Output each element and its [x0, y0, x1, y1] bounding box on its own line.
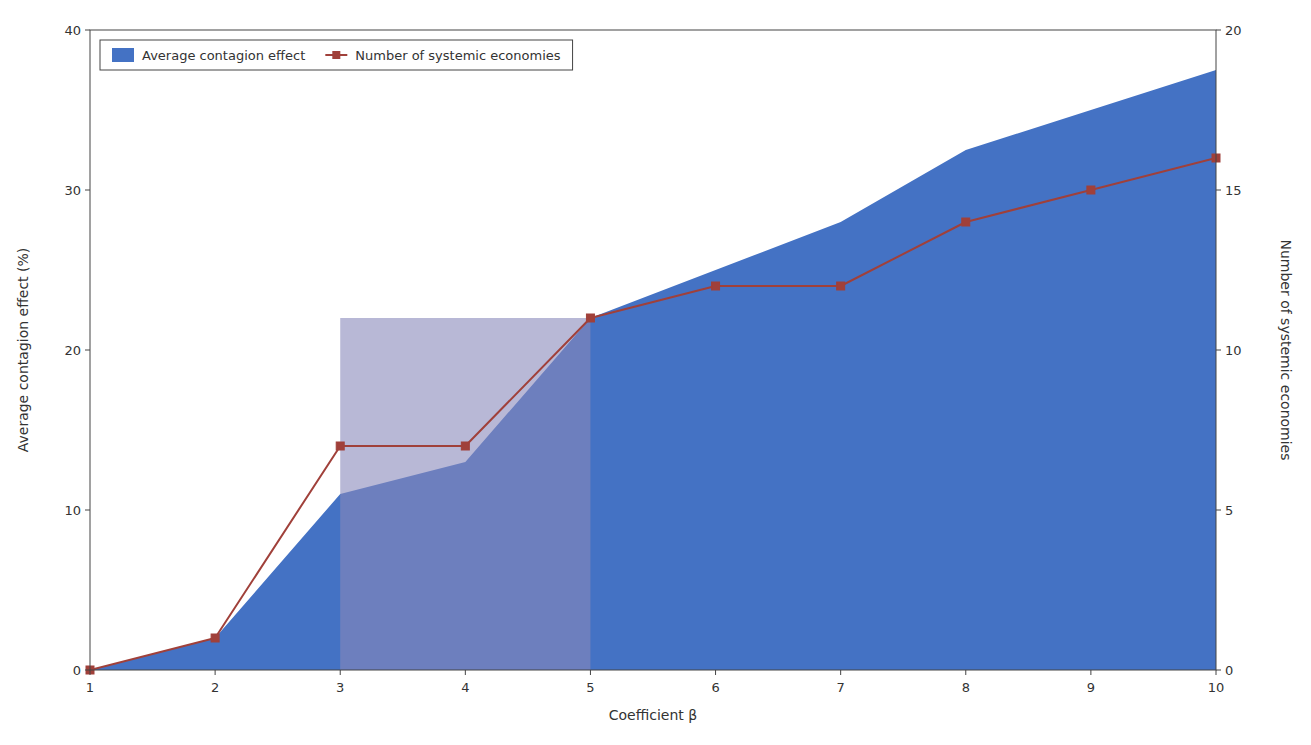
y2-tick-label: 20	[1225, 23, 1242, 38]
y2-tick	[1216, 350, 1221, 351]
highlight-area	[340, 318, 590, 670]
y-tick-label: 40	[64, 23, 81, 38]
y-axis-label: Average contagion effect (%)	[15, 248, 31, 453]
marker	[211, 634, 219, 642]
marker	[586, 314, 594, 322]
x-tick	[590, 670, 591, 675]
legend-swatch	[112, 48, 134, 62]
x-axis-label: Coefficient β	[609, 707, 697, 723]
y-tick	[85, 350, 90, 351]
x-tick-label: 1	[86, 680, 94, 695]
y2-axis-label: Number of systemic economies	[1278, 239, 1294, 460]
y-tick-label: 0	[73, 663, 81, 678]
legend-label: Number of systemic economies	[355, 48, 560, 63]
x-tick	[465, 670, 466, 675]
x-tick-label: 10	[1208, 680, 1225, 695]
x-tick-label: 2	[211, 680, 219, 695]
x-tick	[1216, 670, 1217, 675]
marker	[837, 282, 845, 290]
x-tick-label: 4	[461, 680, 469, 695]
chart-container: 1234567891001020304005101520Coefficient …	[0, 0, 1311, 745]
x-tick-label: 6	[711, 680, 719, 695]
x-tick	[840, 670, 841, 675]
y2-tick	[1216, 510, 1221, 511]
x-tick-label: 9	[1087, 680, 1095, 695]
marker-layer	[86, 154, 1220, 674]
chart-svg: 1234567891001020304005101520Coefficient …	[0, 0, 1311, 745]
legend-label: Average contagion effect	[142, 48, 305, 63]
area	[90, 70, 1216, 670]
axes: 1234567891001020304005101520Coefficient …	[15, 23, 1294, 724]
x-tick	[215, 670, 216, 675]
x-tick	[965, 670, 966, 675]
y2-tick-label: 5	[1225, 503, 1233, 518]
y2-tick-label: 0	[1225, 663, 1233, 678]
legend: Average contagion effect Number of system…	[100, 40, 573, 70]
y2-tick	[1216, 30, 1221, 31]
y2-tick-label: 15	[1225, 183, 1242, 198]
x-tick-label: 5	[586, 680, 594, 695]
legend-marker	[332, 51, 340, 59]
y-tick	[85, 510, 90, 511]
plot-area	[90, 70, 1216, 670]
y2-tick	[1216, 670, 1221, 671]
y-tick-label: 10	[64, 503, 81, 518]
y2-tick-label: 10	[1225, 343, 1242, 358]
y2-tick	[1216, 190, 1221, 191]
page-body: {"chart_data": {"type": "line", "xlabel"…	[0, 0, 1311, 745]
x-tick-label: 3	[336, 680, 344, 695]
marker	[1087, 186, 1095, 194]
x-tick-label: 7	[837, 680, 845, 695]
y-tick	[85, 190, 90, 191]
x-tick-label: 8	[962, 680, 970, 695]
x-tick	[340, 670, 341, 675]
x-tick	[1090, 670, 1091, 675]
page: Chart html, body { margin: 0; padding: 0…	[0, 0, 1311, 745]
legend-box	[100, 40, 573, 70]
marker	[962, 218, 970, 226]
y-tick-label: 30	[64, 183, 81, 198]
line	[90, 158, 1216, 670]
y-tick	[85, 30, 90, 31]
y-tick-label: 20	[64, 343, 81, 358]
marker	[461, 442, 469, 450]
x-tick	[90, 670, 91, 675]
x-tick	[715, 670, 716, 675]
marker	[712, 282, 720, 290]
plot-frame	[90, 30, 1216, 670]
marker	[336, 442, 344, 450]
y-tick	[85, 670, 90, 671]
